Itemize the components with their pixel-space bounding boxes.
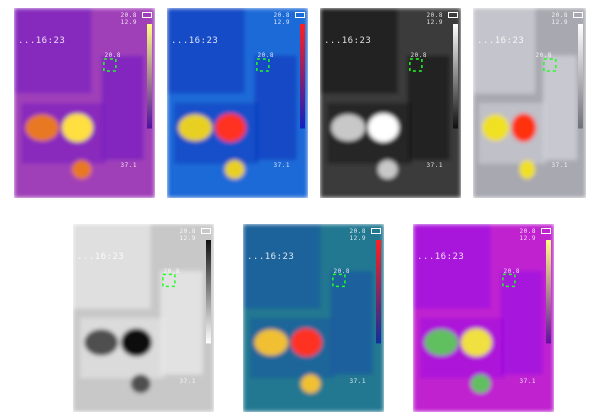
readout-top: 20.8 12.9 — [426, 12, 443, 26]
temp-readout: 37.1 — [426, 162, 443, 169]
scene-layer — [473, 8, 586, 198]
readout-top: 20.8 12.9 — [551, 12, 568, 26]
thermal-scene — [413, 224, 554, 412]
timestamp: ...16:23 — [324, 36, 372, 46]
thermal-image-rainbow-hc: 20.8 12.9 ...16:23 20.8 37.1 — [243, 224, 384, 412]
wall-region — [320, 8, 398, 94]
cabinet-region — [254, 55, 297, 160]
hot-spot-center — [290, 328, 322, 357]
wall-region — [167, 8, 245, 94]
wall-region — [413, 224, 491, 309]
thermal-image-white-hot: 20.8 12.9 ...16:23 20.8 37.1 — [320, 8, 461, 198]
warm-spot-left — [424, 329, 459, 356]
timestamp: ...16:23 — [417, 252, 465, 262]
temp-readout: 37.1 — [519, 378, 536, 385]
color-scale-bar — [147, 24, 152, 129]
cabinet-region — [500, 271, 543, 375]
wall-region — [243, 224, 321, 309]
battery-icon — [371, 228, 381, 234]
temp-readout: 37.1 — [349, 378, 366, 385]
temp-readout: 37.1 — [273, 162, 290, 169]
color-scale-bar — [578, 24, 583, 129]
warm-spot-left — [84, 329, 119, 356]
thermal-image-lava: 20.8 12.9 ...16:23 20.8 37.1 — [413, 224, 554, 412]
temp-readout: 37.1 — [551, 162, 568, 169]
warm-spot-bottom — [300, 374, 321, 394]
scene-layer — [320, 8, 461, 198]
scene-layer — [413, 224, 554, 412]
temp-readout: 37.1 — [120, 162, 137, 169]
readout-top: 20.8 12.9 — [179, 228, 196, 242]
color-scale-bar — [453, 24, 458, 129]
warm-spot-bottom — [71, 160, 92, 179]
thermal-image-rainbow: 20.8 12.9 ...16:23 20.8 37.1 — [167, 8, 308, 198]
warm-spot-left — [482, 114, 510, 141]
cabinet-region — [101, 55, 144, 160]
thermal-scene — [243, 224, 384, 412]
hot-spot-center — [511, 113, 537, 142]
battery-icon — [573, 12, 583, 18]
wall-region — [73, 224, 151, 309]
hot-spot-center — [214, 113, 246, 142]
warm-spot-left — [254, 329, 289, 356]
battery-icon — [541, 228, 551, 234]
spot-readout: 20.8 — [163, 268, 180, 275]
thermal-image-ironbow: 20.8 12.9 ...16:23 20.8 37.1 — [14, 8, 155, 198]
warm-spot-bottom — [377, 160, 398, 179]
warm-spot-left — [331, 114, 366, 141]
timestamp: ...16:23 — [77, 252, 125, 262]
hot-spot-center — [120, 328, 152, 357]
spot-readout: 20.8 — [503, 268, 520, 275]
color-scale-bar — [206, 240, 211, 344]
wall-region — [14, 8, 92, 94]
timestamp: ...16:23 — [477, 36, 525, 46]
scene-layer — [14, 8, 155, 198]
color-scale-bar — [300, 24, 305, 129]
hot-spot-center — [367, 113, 399, 142]
battery-icon — [142, 12, 152, 18]
crosshair-icon — [103, 58, 117, 72]
cabinet-region — [543, 55, 577, 160]
wall-region — [473, 8, 536, 94]
spot-readout: 20.8 — [333, 268, 350, 275]
spot-readout: 20.8 — [535, 52, 552, 59]
color-scale-bar — [546, 240, 551, 344]
cabinet-region — [330, 271, 373, 375]
readout-top: 20.8 12.9 — [519, 228, 536, 242]
timestamp: ...16:23 — [171, 36, 219, 46]
spot-readout: 20.8 — [257, 52, 274, 59]
scene-layer — [73, 224, 214, 412]
warm-spot-bottom — [130, 374, 151, 394]
readout-top: 20.8 12.9 — [120, 12, 137, 26]
thermal-scene — [167, 8, 308, 198]
readout-top: 20.8 12.9 — [349, 228, 366, 242]
warm-spot-left — [178, 114, 213, 141]
warm-spot-bottom — [470, 374, 491, 394]
cabinet-region — [407, 55, 450, 160]
warm-spot-bottom — [224, 160, 245, 179]
cabinet-region — [160, 271, 203, 375]
battery-icon — [201, 228, 211, 234]
thermal-scene — [473, 8, 586, 198]
readout-top: 20.8 12.9 — [273, 12, 290, 26]
spot-readout: 20.8 — [104, 52, 121, 59]
warm-spot-left — [25, 114, 60, 141]
spot-readout: 20.8 — [410, 52, 427, 59]
timestamp: ...16:23 — [18, 36, 66, 46]
thermal-scene — [320, 8, 461, 198]
warm-spot-bottom — [519, 160, 536, 179]
thermal-image-highlight: 20.8 12.9 ...16:23 20.8 37.1 — [473, 8, 586, 198]
color-scale-bar — [376, 240, 381, 344]
battery-icon — [295, 12, 305, 18]
battery-icon — [448, 12, 458, 18]
thermal-scene — [14, 8, 155, 198]
hot-spot-center — [460, 328, 492, 357]
temp-readout: 37.1 — [179, 378, 196, 385]
scene-layer — [243, 224, 384, 412]
scene-layer — [167, 8, 308, 198]
thermal-image-black-hot: 20.8 12.9 ...16:23 20.8 37.1 — [73, 224, 214, 412]
hot-spot-center — [61, 113, 93, 142]
thermal-scene — [73, 224, 214, 412]
timestamp: ...16:23 — [247, 252, 295, 262]
